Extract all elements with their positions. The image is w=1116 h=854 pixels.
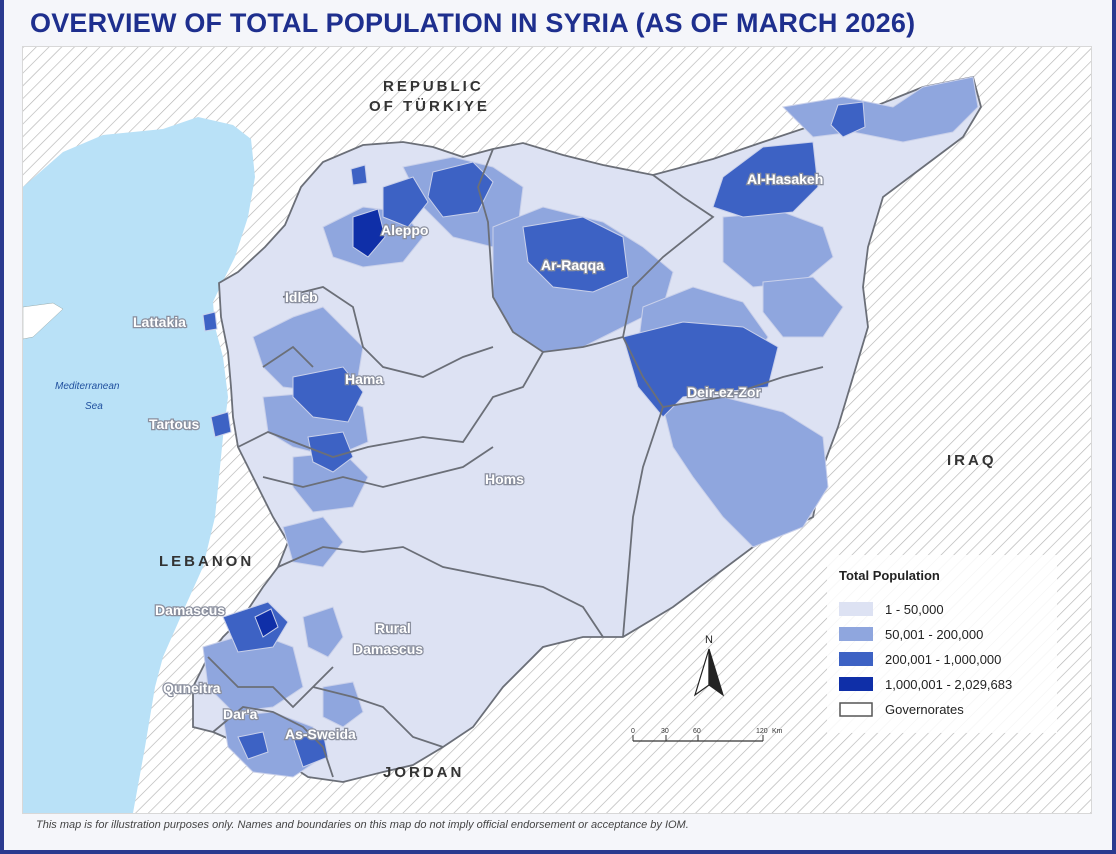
legend-swatch-4 (839, 677, 873, 691)
label-dara: Dar'a (223, 706, 258, 722)
map-title: OVERVIEW OF TOTAL POPULATION IN SYRIA (A… (30, 8, 916, 38)
legend-label-2: 50,001 - 200,000 (885, 627, 983, 642)
label-tartous: Tartous (149, 416, 200, 432)
scale-tick-30: 30 (661, 728, 669, 735)
legend-title: Total Population (839, 568, 940, 583)
legend-swatch-1 (839, 602, 873, 616)
north-label: N (705, 634, 713, 646)
legend-swatch-2 (839, 627, 873, 641)
legend-label-governorates: Governorates (885, 702, 964, 717)
label-deir-ez-zor: Deir-ez-Zor (687, 384, 761, 400)
legend: Total Population 1 - 50,000 50,001 - 200… (827, 555, 1057, 733)
map-area: REPUBLIC OF TÜRKIYE IRAQ LEBANON JORDAN … (22, 46, 1092, 814)
label-sea-line1: Mediterranean (55, 381, 120, 392)
scale-unit: Km (772, 728, 783, 735)
scale-tick-0: 0 (631, 728, 635, 735)
label-as-sweida: As-Sweida (285, 726, 356, 742)
map-disclaimer: This map is for illustration purposes on… (36, 819, 689, 831)
label-rural-damascus-1: Rural (375, 620, 411, 636)
label-homs: Homs (485, 471, 524, 487)
cyprus-land (23, 302, 64, 340)
scale-tick-60: 60 (693, 728, 701, 735)
label-lebanon: LEBANON (159, 553, 254, 570)
districts-high (202, 101, 866, 768)
syria-population-map: REPUBLIC OF TÜRKIYE IRAQ LEBANON JORDAN … (23, 47, 1091, 813)
districts-very-high (254, 208, 386, 638)
label-quneitra: Quneitra (163, 680, 221, 696)
label-turkiye-1: REPUBLIC (383, 78, 484, 95)
scale-tick-120: 120 (756, 728, 768, 735)
scale-bar: 0 30 60 120 Km (631, 728, 783, 742)
label-idleb: Idleb (285, 289, 318, 305)
legend-label-1: 1 - 50,000 (885, 602, 944, 617)
label-al-hasakeh: Al-Hasakeh (747, 171, 823, 187)
label-jordan: JORDAN (383, 764, 464, 781)
label-rural-damascus-2: Damascus (353, 641, 423, 657)
legend-swatch-3 (839, 652, 873, 666)
label-lattakia: Lattakia (133, 314, 186, 330)
label-damascus: Damascus (155, 602, 225, 618)
label-turkiye-2: OF TÜRKIYE (369, 98, 490, 115)
label-hama: Hama (345, 371, 383, 387)
north-arrow-icon: N (693, 634, 725, 697)
legend-label-4: 1,000,001 - 2,029,683 (885, 677, 1012, 692)
label-iraq: IRAQ (947, 452, 997, 469)
legend-label-3: 200,001 - 1,000,000 (885, 652, 1001, 667)
legend-swatch-governorates (839, 702, 873, 717)
label-aleppo: Aleppo (381, 222, 428, 238)
governorate-boundaries (207, 148, 824, 778)
label-sea-line2: Sea (85, 401, 103, 412)
label-ar-raqqa: Ar-Raqqa (541, 257, 604, 273)
mediterranean-sea (23, 117, 255, 813)
